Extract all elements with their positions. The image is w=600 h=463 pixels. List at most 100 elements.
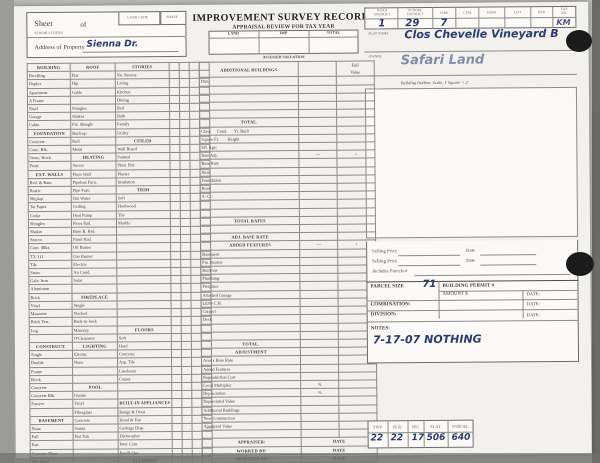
checklist-tick-cell[interactable]	[170, 251, 181, 260]
checklist-tick-cell[interactable]	[189, 78, 200, 87]
checklist-tick-cell[interactable]	[189, 111, 200, 120]
checklist-tick-cell[interactable]	[169, 144, 180, 153]
valuation-plus-cell[interactable]	[338, 363, 377, 372]
checklist-tick-cell[interactable]	[179, 78, 190, 88]
checklist-tick-cell[interactable]	[189, 136, 200, 145]
valuation-plus-cell[interactable]	[338, 388, 377, 397]
checklist-tick-cell[interactable]	[190, 209, 201, 219]
checklist-tick-cell[interactable]	[190, 193, 201, 202]
checklist-tick-cell[interactable]	[171, 374, 182, 383]
valuation-plus-cell[interactable]	[336, 76, 375, 85]
checklist-tick-cell[interactable]	[169, 160, 180, 170]
checklist-tick-cell[interactable]	[169, 177, 181, 186]
valuation-plus-cell[interactable]	[336, 92, 375, 102]
checklist-tick-cell[interactable]	[191, 390, 202, 399]
checklist-tick-cell[interactable]	[181, 333, 192, 342]
checklist-tick-cell[interactable]	[189, 127, 200, 137]
checklist-tick-cell[interactable]	[180, 234, 191, 243]
checklist-tick-cell[interactable]	[190, 218, 201, 227]
valuation-minus-cell[interactable]	[298, 158, 338, 168]
valuation-minus-cell[interactable]	[300, 412, 340, 422]
valuation-plus-cell[interactable]	[336, 84, 375, 94]
checklist-tick-cell[interactable]	[179, 111, 190, 120]
checklist-tick-cell[interactable]	[171, 357, 182, 367]
checklist-tick-cell[interactable]	[179, 136, 190, 145]
checklist-tick-cell[interactable]	[171, 349, 182, 358]
checklist-tick-cell[interactable]	[180, 300, 192, 309]
valuation-minus-cell[interactable]	[298, 84, 337, 94]
valuation-plus-cell[interactable]	[336, 117, 375, 126]
checklist-tick-cell[interactable]	[190, 300, 202, 309]
checklist-tick-cell[interactable]	[169, 70, 180, 79]
checklist-tick-cell[interactable]	[180, 267, 191, 276]
valuation-plus-cell[interactable]	[336, 100, 375, 110]
checklist-tick-cell[interactable]	[171, 324, 182, 334]
checklist-tick-cell[interactable]	[169, 111, 180, 120]
checklist-tick-cell[interactable]	[169, 95, 180, 104]
checklist-tick-cell[interactable]	[170, 185, 181, 194]
checklist-tick-cell[interactable]	[190, 226, 201, 235]
valuation-plus-cell[interactable]	[338, 396, 377, 405]
valuation-plus-cell[interactable]	[338, 379, 377, 389]
valuation-minus-cell[interactable]	[299, 207, 338, 217]
checklist-tick-cell[interactable]	[181, 390, 192, 399]
checklist-tick-cell[interactable]	[170, 267, 181, 276]
checklist-tick-cell[interactable]	[190, 259, 201, 268]
valuation-minus-cell[interactable]	[299, 281, 338, 291]
checklist-tick-cell[interactable]	[190, 201, 201, 211]
checklist-tick-cell[interactable]	[189, 119, 200, 129]
valuation-minus-cell[interactable]	[301, 421, 340, 430]
checklist-tick-cell[interactable]	[182, 439, 193, 448]
checklist-tick-cell[interactable]	[172, 439, 183, 449]
checklist-tick-cell[interactable]	[181, 398, 192, 407]
valuation-plus-cell[interactable]: Full Value	[336, 60, 375, 77]
checklist-tick-cell[interactable]	[170, 300, 182, 309]
checklist-tick-cell[interactable]	[180, 185, 191, 194]
checklist-tick-cell[interactable]	[191, 431, 203, 440]
checklist-tick-cell[interactable]	[190, 185, 201, 194]
checklist-tick-cell[interactable]	[191, 406, 202, 416]
valuation-minus-cell[interactable]: %	[300, 380, 339, 389]
checklist-tick-cell[interactable]	[170, 275, 181, 285]
checklist-tick-cell[interactable]	[191, 332, 202, 342]
checklist-tick-cell[interactable]	[181, 349, 192, 358]
checklist-tick-cell[interactable]	[171, 333, 182, 342]
checklist-tick-cell[interactable]	[171, 423, 182, 432]
checklist-tick-cell[interactable]	[170, 292, 181, 301]
checklist-tick-cell[interactable]	[171, 415, 182, 424]
valuation-plus-cell[interactable]	[338, 404, 377, 413]
checklist-tick-cell[interactable]	[181, 415, 192, 424]
checklist-tick-cell[interactable]	[190, 283, 201, 293]
checklist-tick-cell[interactable]	[189, 62, 200, 71]
checklist-tick-cell[interactable]	[170, 259, 181, 268]
valuation-minus-cell[interactable]	[298, 76, 337, 86]
valuation-plus-cell[interactable]	[336, 141, 375, 151]
checklist-tick-cell[interactable]	[191, 365, 202, 375]
valuation-minus-cell[interactable]	[298, 109, 337, 118]
valuation-minus-cell[interactable]	[299, 289, 339, 299]
checklist-tick-cell[interactable]	[171, 406, 182, 416]
checklist-tick-cell[interactable]	[169, 103, 180, 112]
valuation-minus-cell[interactable]	[299, 175, 338, 184]
valuation-minus-cell[interactable]	[300, 322, 339, 332]
checklist-tick-cell[interactable]	[169, 152, 180, 161]
checklist-tick-cell[interactable]	[181, 423, 192, 432]
checklist-tick-cell[interactable]	[179, 160, 190, 170]
checklist-tick-cell[interactable]	[171, 431, 183, 440]
valuation-minus-cell[interactable]	[300, 306, 339, 315]
valuation-minus-cell[interactable]	[299, 199, 338, 209]
checklist-tick-cell[interactable]	[191, 316, 202, 325]
valuation-plus-cell[interactable]	[337, 223, 376, 233]
checklist-tick-cell[interactable]	[191, 357, 202, 366]
checklist-tick-cell[interactable]	[191, 349, 202, 358]
checklist-tick-cell[interactable]	[169, 136, 180, 145]
valuation-minus-cell[interactable]	[299, 166, 338, 176]
checklist-tick-cell[interactable]	[189, 160, 200, 170]
checklist-tick-cell[interactable]	[191, 398, 202, 407]
valuation-minus-cell[interactable]	[300, 355, 339, 365]
checklist-tick-cell[interactable]	[180, 292, 191, 301]
valuation-minus-cell[interactable]	[300, 371, 339, 381]
checklist-tick-cell[interactable]	[170, 218, 181, 227]
valuation-plus-cell[interactable]	[336, 133, 375, 143]
checklist-tick-cell[interactable]	[170, 226, 181, 235]
